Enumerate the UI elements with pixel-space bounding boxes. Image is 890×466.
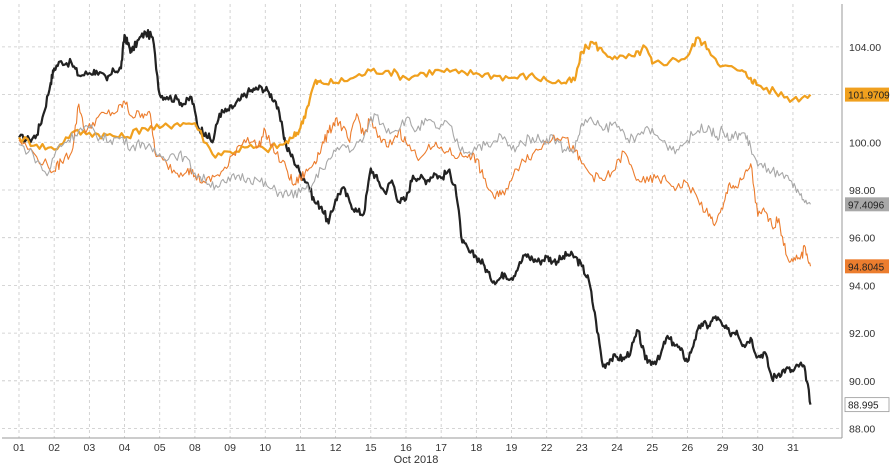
last-value-labels: 88.995 101.9709 94.8045 97.4096 bbox=[844, 87, 890, 413]
x-tick-label: 05 bbox=[154, 442, 166, 454]
x-axis-tick-labels: 01 02 03 04 05 08 09 10 11 12 15 16 17 18 19 22 23 24 25 26… bbox=[13, 442, 799, 454]
y-tick-label: 90.00 bbox=[849, 376, 875, 388]
grid-lines bbox=[2, 4, 843, 439]
last-value-badge bbox=[845, 259, 889, 274]
series-line bbox=[18, 113, 811, 205]
x-tick-label: 02 bbox=[48, 442, 60, 454]
series-line bbox=[18, 100, 812, 267]
x-tick-label: 25 bbox=[646, 442, 658, 454]
last-value-label: 97.4096 bbox=[848, 200, 885, 211]
last-value-badge bbox=[844, 397, 890, 413]
x-tick-label: 17 bbox=[435, 442, 447, 454]
x-tick-label: 22 bbox=[541, 442, 553, 454]
last-value-label: 101.9709 bbox=[848, 91, 890, 102]
x-tick-label: 18 bbox=[470, 442, 482, 454]
x-tick-label: 19 bbox=[506, 442, 518, 454]
y-tick-label: 96.00 bbox=[849, 233, 875, 245]
last-value-badge bbox=[845, 87, 889, 102]
x-tick-label: 29 bbox=[717, 442, 729, 454]
x-tick-label: 09 bbox=[224, 442, 236, 454]
x-axis-label: Oct 2018 bbox=[394, 454, 439, 466]
x-tick-label: 15 bbox=[365, 442, 377, 454]
x-tick-label: 04 bbox=[119, 442, 131, 454]
y-tick-label: 100.00 bbox=[849, 137, 881, 149]
x-tick-label: 08 bbox=[189, 442, 201, 454]
series-line bbox=[18, 36, 812, 159]
x-tick-label: 01 bbox=[13, 442, 25, 454]
series-line bbox=[18, 29, 812, 405]
x-tick-label: 24 bbox=[611, 442, 623, 454]
x-tick-label: 11 bbox=[295, 442, 306, 454]
last-value-badge bbox=[845, 197, 889, 212]
y-tick-label: 88.00 bbox=[849, 424, 875, 436]
x-tick-label: 26 bbox=[682, 442, 694, 454]
series-lines bbox=[18, 29, 812, 405]
x-tick-label: 03 bbox=[84, 442, 96, 454]
x-tick-label: 12 bbox=[330, 442, 342, 454]
last-value-label: 94.8045 bbox=[848, 262, 885, 273]
y-tick-label: 98.00 bbox=[849, 185, 875, 197]
x-tick-label: 30 bbox=[752, 442, 764, 454]
y-tick-label: 94.00 bbox=[849, 280, 875, 292]
x-tick-label: 31 bbox=[787, 442, 799, 454]
y-tick-label: 92.00 bbox=[849, 328, 875, 340]
x-tick-label: 16 bbox=[400, 442, 412, 454]
x-tick-label: 10 bbox=[259, 442, 271, 454]
x-tick-label: 23 bbox=[576, 442, 588, 454]
last-value-label: 88.995 bbox=[848, 401, 879, 412]
y-tick-label: 104.00 bbox=[849, 42, 881, 54]
